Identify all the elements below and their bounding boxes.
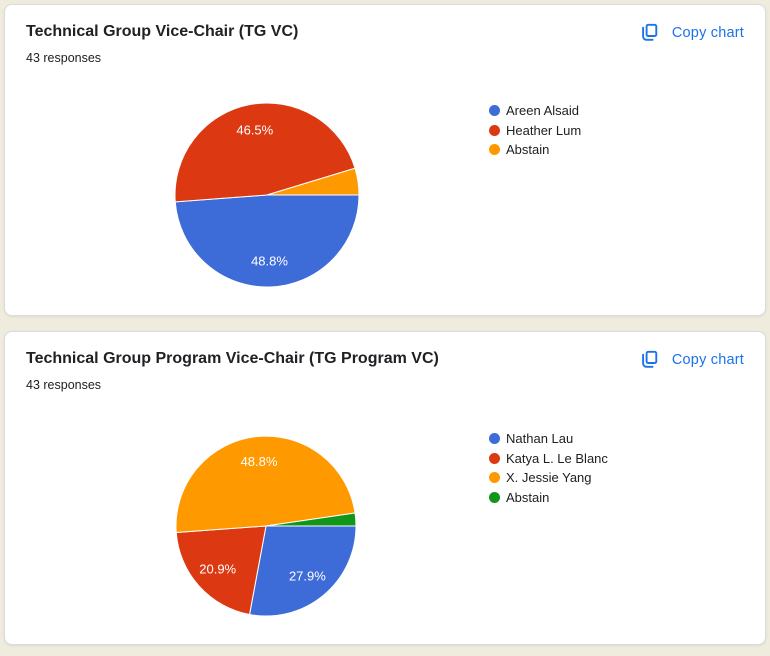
pie-slice-abstain bbox=[265, 512, 357, 527]
question-title: Technical Group Vice-Chair (TG VC) bbox=[26, 23, 299, 40]
pie-slice-abstain bbox=[266, 167, 360, 196]
pie-chart-tg-program-vc: 27.9% 20.9% 48.8% bbox=[175, 435, 357, 617]
legend-label: Areen Alsaid bbox=[506, 103, 579, 119]
response-card-tg-program-vc: Technical Group Program Vice-Chair (TG P… bbox=[4, 331, 766, 645]
chart-legend: Nathan Lau Katya L. Le Blanc X. Jessie Yan… bbox=[489, 429, 608, 507]
legend-swatch bbox=[489, 433, 500, 445]
question-title: Technical Group Program Vice-Chair (TG P… bbox=[26, 350, 439, 367]
pie-slice-katya-l-le-blanc bbox=[175, 525, 267, 615]
legend-item-katya-l-le-blanc: Katya L. Le Blanc bbox=[489, 449, 608, 469]
legend-item-abstain: Abstain bbox=[489, 488, 608, 508]
pie-slice-percent-label: 48.8% bbox=[241, 454, 278, 469]
pie-slice-nathan-lau bbox=[249, 525, 357, 617]
copy-chart-icon bbox=[639, 349, 659, 370]
legend-swatch bbox=[489, 144, 500, 156]
response-count: 43 responses bbox=[26, 51, 102, 65]
legend-swatch bbox=[489, 124, 500, 136]
legend-item-heather-lum: Heather Lum bbox=[489, 121, 581, 141]
legend-swatch bbox=[489, 105, 500, 117]
legend-item-areen-alsaid: Areen Alsaid bbox=[489, 101, 581, 121]
legend-swatch bbox=[489, 472, 500, 484]
pie-slice-percent-label: 27.9% bbox=[289, 568, 326, 583]
copy-chart-button[interactable]: Copy chart bbox=[636, 18, 747, 47]
legend-label: Heather Lum bbox=[506, 122, 582, 138]
legend-label: X. Jessie Yang bbox=[506, 470, 592, 486]
pie-slice-heather-lum bbox=[174, 102, 356, 203]
legend-label: Abstain bbox=[506, 142, 550, 158]
legend-label: Abstain bbox=[506, 490, 550, 506]
legend-label: Nathan Lau bbox=[506, 431, 574, 447]
pie-slice-percent-label: 46.5% bbox=[236, 122, 273, 137]
pie-slice-percent-label: 48.8% bbox=[251, 254, 288, 269]
pie-slice-areen-alsaid bbox=[174, 194, 360, 288]
copy-chart-button[interactable]: Copy chart bbox=[636, 345, 747, 374]
legend-item-abstain: Abstain bbox=[489, 140, 581, 160]
pie-slice-percent-label: 20.9% bbox=[199, 562, 236, 577]
pie-chart-tg-vc: 48.8% 46.5% bbox=[174, 102, 360, 288]
legend-label: Katya L. Le Blanc bbox=[506, 450, 608, 466]
legend-swatch bbox=[489, 492, 500, 504]
legend-swatch bbox=[489, 452, 500, 464]
response-card-tg-vc: Technical Group Vice-Chair (TG VC) 43 re… bbox=[4, 4, 766, 316]
copy-chart-icon bbox=[639, 22, 659, 43]
pie-slice-x-jessie-yang bbox=[175, 435, 356, 533]
copy-chart-label: Copy chart bbox=[671, 351, 744, 368]
response-count: 43 responses bbox=[26, 378, 102, 392]
legend-item-nathan-lau: Nathan Lau bbox=[489, 429, 608, 449]
chart-legend: Areen Alsaid Heather Lum Abstain bbox=[489, 101, 581, 160]
copy-chart-label: Copy chart bbox=[671, 24, 744, 41]
legend-item-x-jessie-yang: X. Jessie Yang bbox=[489, 468, 608, 488]
